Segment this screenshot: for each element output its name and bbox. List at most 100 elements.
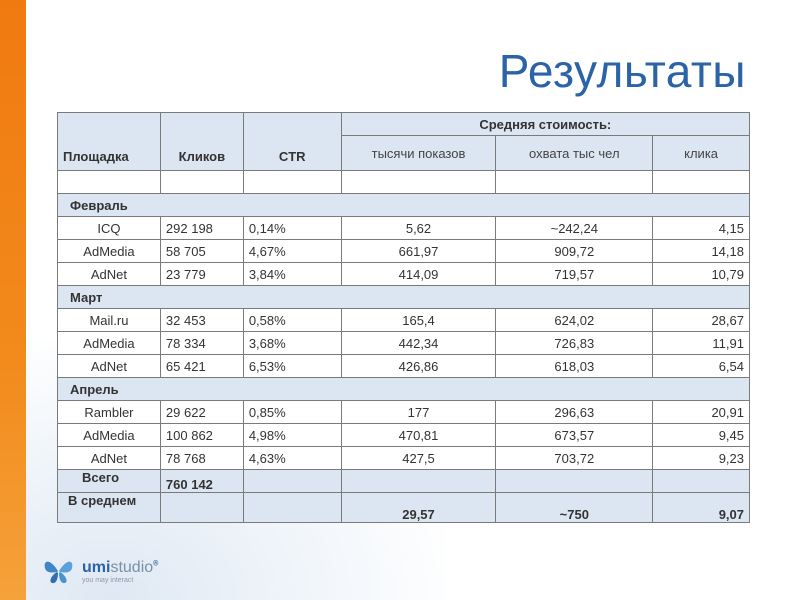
header-avg-cost: Средняя стоимость: <box>340 112 751 136</box>
clicks-cell: 78 768 <box>159 446 244 470</box>
umistudio-logo: umistudio® you may interact <box>42 556 182 586</box>
cpm-cell: 5,62 <box>340 216 497 240</box>
clicks-cell: 58 705 <box>159 239 244 263</box>
header-per-thousand-impressions: тысячи показов <box>340 135 497 171</box>
month-label: Март <box>57 285 750 309</box>
ctr-cell: 4,63% <box>242 446 342 470</box>
platform-cell: Rambler <box>57 400 161 424</box>
ctr-cell: 0,14% <box>242 216 342 240</box>
header-per-click: клика <box>652 135 750 171</box>
table-row: AdNet 78 768 4,63% 427,5 703,72 9,23 <box>57 446 750 470</box>
cpc-cell: 11,91 <box>652 331 750 355</box>
average-reach: ~750 <box>495 492 654 523</box>
platform-cell: AdMedia <box>57 239 161 263</box>
table-row: AdNet 65 421 6,53% 426,86 618,03 6,54 <box>57 354 750 378</box>
cpm-cell: 426,86 <box>340 354 497 378</box>
cpm-cell: 165,4 <box>340 308 497 332</box>
total-row: Всего 760 142 <box>57 469 750 493</box>
empty-cell <box>495 469 654 493</box>
cpc-cell: 4,15 <box>652 216 750 240</box>
platform-cell: AdNet <box>57 262 161 286</box>
month-label: Апрель <box>57 377 750 401</box>
ctr-cell: 0,85% <box>242 400 342 424</box>
table-row: Rambler 29 622 0,85% 177 296,63 20,91 <box>57 400 750 424</box>
header-platform: Площадка <box>57 112 161 171</box>
ctr-cell: 3,84% <box>242 262 342 286</box>
cpc-cell: 9,23 <box>652 446 750 470</box>
cpm-cell: 177 <box>340 400 497 424</box>
cpc-cell: 14,18 <box>652 239 750 263</box>
header-clicks: Кликов <box>159 112 244 171</box>
empty-cell <box>652 469 750 493</box>
table-row: AdNet 23 779 3,84% 414,09 719,57 10,79 <box>57 262 750 286</box>
average-row: В среднем 29,57 ~750 9,07 <box>57 492 750 523</box>
month-label: Февраль <box>57 193 750 217</box>
ctr-cell: 4,98% <box>242 423 342 447</box>
reach-cell: 673,57 <box>495 423 654 447</box>
reach-cell: 618,03 <box>495 354 654 378</box>
total-clicks: 760 142 <box>159 469 244 493</box>
empty-cell <box>242 492 342 523</box>
logo-wordmark: umistudio® <box>82 559 159 576</box>
empty-cell <box>159 492 244 523</box>
header-row-sub: тысячи показов охвата тыс чел клика <box>58 135 750 171</box>
ctr-cell: 6,53% <box>242 354 342 378</box>
cpc-cell: 9,45 <box>652 423 750 447</box>
cpm-cell: 427,5 <box>340 446 497 470</box>
reach-cell: ~242,24 <box>495 216 654 240</box>
header-ctr: CTR <box>242 112 342 171</box>
clicks-cell: 292 198 <box>159 216 244 240</box>
header-per-thousand-reach: охвата тыс чел <box>495 135 654 171</box>
table-row: AdMedia 58 705 4,67% 661,97 909,72 14,18 <box>57 239 750 263</box>
reach-cell: 296,63 <box>495 400 654 424</box>
table-row: AdMedia 78 334 3,68% 442,34 726,83 11,91 <box>57 331 750 355</box>
month-row: Апрель <box>57 377 750 401</box>
cpc-cell: 20,91 <box>652 400 750 424</box>
month-row: Март <box>57 285 750 309</box>
reach-cell: 726,83 <box>495 331 654 355</box>
cpc-cell: 28,67 <box>652 308 750 332</box>
clicks-cell: 29 622 <box>159 400 244 424</box>
clicks-cell: 32 453 <box>159 308 244 332</box>
platform-cell: AdNet <box>57 354 161 378</box>
empty-cell <box>340 469 497 493</box>
platform-cell: ICQ <box>57 216 161 240</box>
table-row: Mail.ru 32 453 0,58% 165,4 624,02 28,67 <box>57 308 750 332</box>
platform-cell: AdMedia <box>57 423 161 447</box>
table-row: ICQ 292 198 0,14% 5,62 ~242,24 4,15 <box>57 216 750 240</box>
platform-cell: Mail.ru <box>57 308 161 332</box>
cpc-cell: 10,79 <box>652 262 750 286</box>
reach-cell: 624,02 <box>495 308 654 332</box>
cpm-cell: 414,09 <box>340 262 497 286</box>
empty-row <box>57 170 750 194</box>
clicks-cell: 78 334 <box>159 331 244 355</box>
clicks-cell: 23 779 <box>159 262 244 286</box>
butterfly-icon <box>44 561 73 584</box>
page-title: Результаты <box>498 45 746 97</box>
table-row: AdMedia 100 862 4,98% 470,81 673,57 9,45 <box>57 423 750 447</box>
empty-cell <box>242 469 342 493</box>
cpm-cell: 442,34 <box>340 331 497 355</box>
average-cpc: 9,07 <box>652 492 750 523</box>
ctr-cell: 0,58% <box>242 308 342 332</box>
clicks-cell: 65 421 <box>159 354 244 378</box>
clicks-cell: 100 862 <box>159 423 244 447</box>
month-row: Февраль <box>57 193 750 217</box>
cpc-cell: 6,54 <box>652 354 750 378</box>
cpm-cell: 470,81 <box>340 423 497 447</box>
reach-cell: 719,57 <box>495 262 654 286</box>
cpm-cell: 661,97 <box>340 239 497 263</box>
platform-cell: AdMedia <box>57 331 161 355</box>
header-row-top: Площадка Кликов CTR Средняя стоимость: <box>57 112 751 171</box>
total-label: Всего <box>57 469 161 493</box>
average-cpm: 29,57 <box>340 492 497 523</box>
average-label: В среднем <box>57 492 161 523</box>
reach-cell: 703,72 <box>495 446 654 470</box>
ctr-cell: 3,68% <box>242 331 342 355</box>
reach-cell: 909,72 <box>495 239 654 263</box>
results-table: Площадка Кликов CTR Средняя стоимость: т… <box>57 112 751 523</box>
logo-tagline: you may interact <box>82 577 134 584</box>
orange-side-bar <box>0 0 26 600</box>
platform-cell: AdNet <box>57 446 161 470</box>
ctr-cell: 4,67% <box>242 239 342 263</box>
